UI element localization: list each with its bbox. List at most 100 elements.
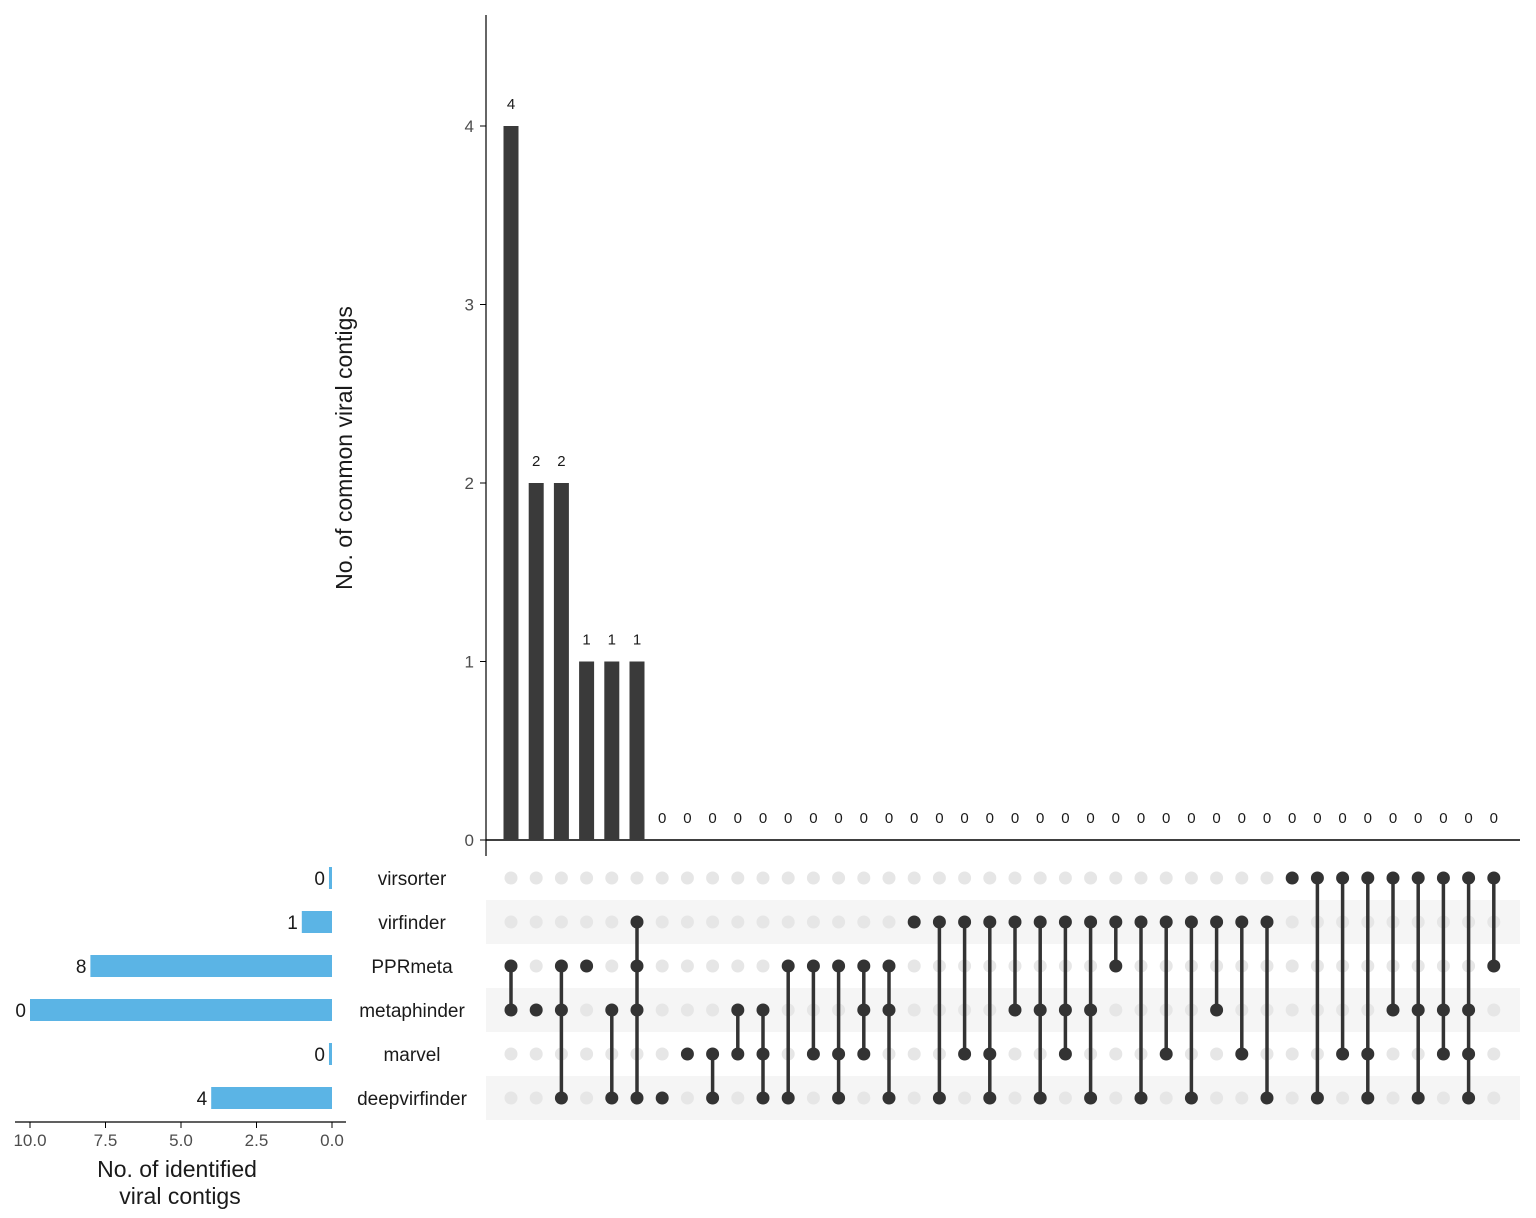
matrix-dot-inactive <box>1487 1047 1501 1061</box>
set-name-metaphinder: metaphinder <box>359 1001 465 1022</box>
matrix-dot-inactive <box>958 871 972 885</box>
matrix-dot-active <box>958 915 972 929</box>
matrix-dot-active <box>832 1091 846 1105</box>
matrix-dot-inactive <box>958 1091 972 1105</box>
intersection-bar-label: 0 <box>1414 810 1422 827</box>
intersection-bar-label: 0 <box>1364 810 1372 827</box>
matrix-dot-inactive <box>1109 1047 1123 1061</box>
matrix-dot-active <box>1210 1003 1224 1017</box>
matrix-dot-active <box>882 959 896 973</box>
matrix-dot-inactive <box>907 871 921 885</box>
matrix-dot-active <box>1462 1003 1476 1017</box>
matrix-dot-inactive <box>680 959 694 973</box>
matrix-dot-active <box>1058 1047 1072 1061</box>
matrix-dot-active <box>781 959 795 973</box>
set-size-label: 0 <box>314 1045 325 1066</box>
matrix-dot-inactive <box>706 959 720 973</box>
set-size-bar-deepvirfinder <box>211 1087 332 1109</box>
matrix-dot-active <box>605 1091 619 1105</box>
matrix-dot-inactive <box>731 1091 745 1105</box>
matrix-dot-active <box>983 1091 997 1105</box>
matrix-dot-inactive <box>529 871 543 885</box>
matrix-dot-inactive <box>882 915 896 929</box>
intersection-bar-label: 1 <box>582 632 590 649</box>
matrix-dot-active <box>1159 915 1173 929</box>
set-name-virfinder: virfinder <box>378 913 446 934</box>
intersection-bar-label: 0 <box>1011 810 1019 827</box>
set-name-marvel: marvel <box>383 1045 440 1066</box>
matrix-dot-inactive <box>932 871 946 885</box>
matrix-dot-active <box>731 1003 745 1017</box>
matrix-dot-inactive <box>504 1047 518 1061</box>
matrix-dot-inactive <box>554 915 568 929</box>
matrix-dot-inactive <box>1084 871 1098 885</box>
matrix-dot-inactive <box>1336 1091 1350 1105</box>
matrix-dot-inactive <box>1285 959 1299 973</box>
matrix-dot-active <box>1033 915 1047 929</box>
y-tick-label: 3 <box>465 296 474 315</box>
set-size-bar-marvel <box>328 1043 332 1065</box>
set-size-bar-virfinder <box>301 911 332 933</box>
matrix-dot-inactive <box>580 1091 594 1105</box>
matrix-dot-active <box>1109 959 1123 973</box>
matrix-dot-active <box>1462 871 1476 885</box>
set-axis-tick-label: 5.0 <box>169 1131 193 1150</box>
matrix-dot-active <box>1058 915 1072 929</box>
intersection-y-axis-title: No. of common viral contigs <box>331 306 357 590</box>
matrix-dot-inactive <box>1008 1091 1022 1105</box>
set-size-bar-PPRmeta <box>90 955 333 977</box>
intersection-bar-label: 0 <box>1439 810 1447 827</box>
intersection-bar <box>553 483 569 840</box>
matrix-dot-active <box>554 1091 568 1105</box>
matrix-dot-inactive <box>1285 1003 1299 1017</box>
matrix-dot-active <box>882 1003 896 1017</box>
intersection-bar-label: 0 <box>1212 810 1220 827</box>
matrix-dot-active <box>806 1047 820 1061</box>
matrix-dot-inactive <box>680 871 694 885</box>
intersection-bar-label: 0 <box>1061 810 1069 827</box>
matrix-dot-active <box>1361 1091 1375 1105</box>
matrix-dot-inactive <box>1008 1047 1022 1061</box>
intersection-bar-label: 0 <box>683 810 691 827</box>
intersection-bar-label: 2 <box>532 453 540 470</box>
matrix-dot-active <box>756 1003 770 1017</box>
intersection-matrix <box>504 871 1501 1105</box>
intersection-bar-label: 0 <box>860 810 868 827</box>
matrix-dot-inactive <box>731 959 745 973</box>
intersection-bar-label: 0 <box>1389 810 1397 827</box>
intersection-bar <box>503 126 519 840</box>
set-axis-tick-label: 0.0 <box>320 1131 344 1150</box>
matrix-dot-inactive <box>706 871 720 885</box>
set-size-axis-title-line2: viral contigs <box>119 1183 240 1209</box>
intersection-bar-label: 0 <box>935 810 943 827</box>
matrix-dot-inactive <box>1260 871 1274 885</box>
matrix-dot-inactive <box>857 915 871 929</box>
matrix-dot-active <box>630 1003 644 1017</box>
intersection-bar-label: 0 <box>885 810 893 827</box>
matrix-dot-active <box>1336 871 1350 885</box>
set-size-axis-title-line1: No. of identified <box>97 1156 257 1182</box>
matrix-dot-inactive <box>882 871 896 885</box>
matrix-dot-active <box>882 1091 896 1105</box>
set-size-x-axis: 10.0 7.5 5.0 2.5 0.0 <box>13 1121 346 1150</box>
intersection-bar-label: 0 <box>809 810 817 827</box>
matrix-dot-active <box>1260 1091 1274 1105</box>
matrix-dot-active <box>756 1091 770 1105</box>
matrix-dot-active <box>1058 1003 1072 1017</box>
matrix-dot-active <box>1310 1091 1324 1105</box>
matrix-dot-active <box>630 959 644 973</box>
intersection-bar-label: 0 <box>960 810 968 827</box>
matrix-dot-inactive <box>655 1003 669 1017</box>
set-size-bars: 0 1 8 0 0 4 <box>15 867 333 1110</box>
set-size-label: 0 <box>314 869 325 890</box>
matrix-dot-inactive <box>1210 1047 1224 1061</box>
matrix-dot-active <box>504 1003 518 1017</box>
matrix-dot-inactive <box>529 959 543 973</box>
matrix-dot-active <box>1134 1091 1148 1105</box>
matrix-dot-inactive <box>655 959 669 973</box>
intersection-bar-label: 2 <box>557 453 565 470</box>
matrix-dot-active <box>832 959 846 973</box>
matrix-dot-active <box>1386 1003 1400 1017</box>
matrix-dot-inactive <box>731 915 745 929</box>
